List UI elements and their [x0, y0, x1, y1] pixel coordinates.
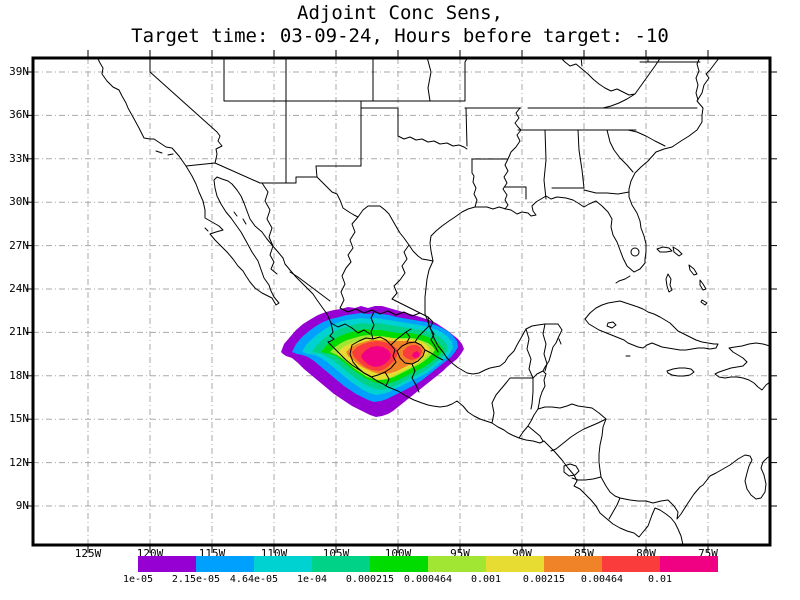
- colorbar-segment-9: [660, 556, 718, 572]
- lat-tick-label: 36N: [9, 108, 29, 122]
- colorbar-level-label: 0.00215: [522, 574, 566, 585]
- lat-tick-label: 18N: [9, 368, 29, 382]
- colorbar-level-label: 1e-05: [122, 574, 154, 585]
- colorbar-segment-3: [312, 556, 370, 572]
- isla-juventud: [606, 321, 617, 329]
- lake-okeechobee: [630, 247, 640, 257]
- lat-tick-label: 21N: [9, 325, 29, 339]
- colorbar-segment-5: [428, 556, 486, 572]
- us-state-borders: [149, 58, 701, 262]
- coastline-pacific: [96, 58, 684, 545]
- colorbar-level-label: 0.01: [647, 574, 673, 585]
- jamaica-coastline: [666, 367, 695, 377]
- lon-tick-label: 125W: [74, 547, 102, 560]
- chesapeake-bay: [695, 58, 701, 101]
- central-america-borders: [491, 370, 621, 520]
- colorbar-segment-4: [370, 556, 428, 572]
- lat-tick-label: 39N: [9, 65, 29, 78]
- colorbar-level-label: 0.000215: [345, 574, 395, 585]
- colorbar-segment-2: [254, 556, 312, 572]
- axis-ticks: [26, 50, 777, 553]
- colorbar-level-label: 2.15e-05: [171, 574, 221, 585]
- chart-title: Adjoint Conc Sens,: [297, 2, 503, 24]
- colorbar-level-label: 4.64e-05: [229, 574, 279, 585]
- colorbar-level-label: 0.000464: [403, 574, 453, 585]
- mexico-state-borders: [261, 182, 548, 393]
- graticule: [33, 58, 770, 545]
- colorbar-level-label: 0.001: [470, 574, 502, 585]
- small-islands: [155, 150, 631, 357]
- lat-tick-label: 15N: [9, 412, 29, 426]
- coastline-atlantic-gulf: [424, 58, 770, 520]
- chart-subtitle: Target time: 03-09-24, Hours before targ…: [131, 25, 669, 47]
- bahamas-islands: [656, 246, 708, 306]
- lat-tick-label: 24N: [9, 282, 29, 295]
- colorbar-segment-7: [544, 556, 602, 572]
- lat-tick-label: 12N: [9, 455, 29, 469]
- colorbar-segment-0: [138, 556, 196, 572]
- lat-tick-label: 30N: [9, 195, 29, 209]
- cuba-coastline: [584, 300, 719, 351]
- lat-tick-label: 33N: [9, 151, 29, 165]
- contour-fill-level-9-secondary: [412, 351, 420, 358]
- hispaniola-coastline: [714, 342, 770, 391]
- colorbar-segment-6: [486, 556, 544, 572]
- map-frame: [31, 56, 772, 547]
- map-boundaries: [96, 58, 770, 545]
- lat-tick-label: 9N: [15, 499, 29, 512]
- lat-tick-label: 27N: [9, 238, 29, 252]
- colorbar-level-label: 1e-04: [296, 574, 328, 585]
- colorbar-level-label: 0.00464: [580, 574, 624, 585]
- colorbar-segment-8: [602, 556, 660, 572]
- contour-fill-level-9: [361, 346, 391, 367]
- colorbar-segment-1: [196, 556, 254, 572]
